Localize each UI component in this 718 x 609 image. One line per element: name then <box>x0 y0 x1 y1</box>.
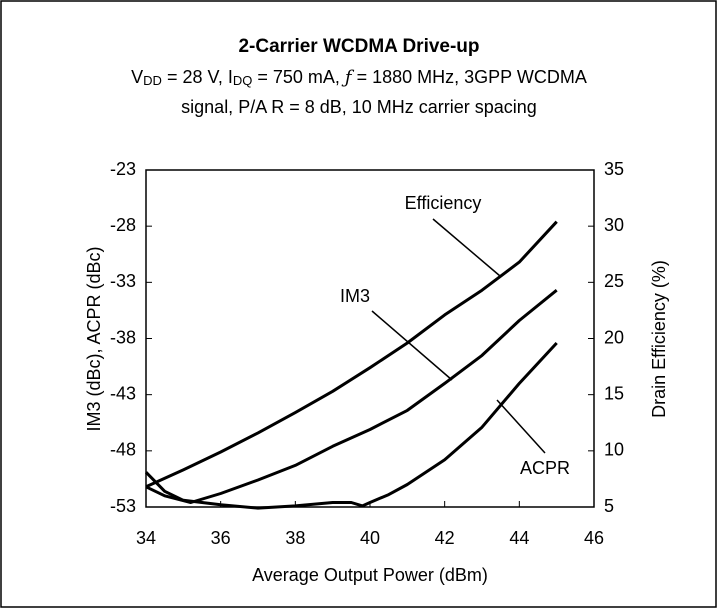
y-tick-label: -38 <box>110 327 136 347</box>
annotation: IM3 <box>340 286 370 306</box>
y-axis-label: IM3 (dBc), ACPR (dBc) <box>84 246 104 431</box>
subtitle-part: = 1880 MHz, 3GPP WCDMA <box>352 67 587 87</box>
y2-tick-label: 25 <box>604 271 624 291</box>
y2-tick-label: 35 <box>604 159 624 179</box>
series-line <box>145 220 558 489</box>
x-tick-label: 46 <box>584 528 604 548</box>
annotation: Efficiency <box>405 193 482 213</box>
series-line <box>144 341 558 510</box>
y2-axis-label: Drain Efficiency (%) <box>649 260 669 418</box>
y-tick-label: -28 <box>110 215 136 235</box>
y-tick-label: -48 <box>110 440 136 460</box>
annotation: ACPR <box>520 458 570 478</box>
leader-line <box>371 310 453 381</box>
x-tick-label: 34 <box>136 528 156 548</box>
x-tick-label: 38 <box>285 528 305 548</box>
y2-tick-label: 15 <box>604 383 624 403</box>
y-tick-label: -53 <box>110 496 136 516</box>
y2-tick-label: 5 <box>604 496 614 516</box>
subtitle-part: ƒ <box>341 67 355 88</box>
x-tick-label: 36 <box>211 528 231 548</box>
chart-subtitle: VDD = 28 V, IDQ = 750 mA, ƒ = 1880 MHz, … <box>131 67 587 88</box>
subtitle-part: V <box>131 67 143 87</box>
series-line <box>145 289 558 504</box>
x-tick-label: 42 <box>435 528 455 548</box>
x-axis-label: Average Output Power (dBm) <box>252 565 488 585</box>
y-tick-label: -33 <box>110 271 136 291</box>
y-tick-label: -43 <box>110 383 136 403</box>
subtitle-part: = 28 V, I <box>162 67 233 87</box>
leader-line <box>496 399 546 454</box>
y-tick-label: -23 <box>110 159 136 179</box>
leader-line <box>432 218 501 277</box>
x-tick-label: 40 <box>360 528 380 548</box>
y2-tick-label: 30 <box>604 215 624 235</box>
x-tick-label: 44 <box>509 528 529 548</box>
subtitle-part: = 750 mA, <box>252 67 345 87</box>
chart-subtitle: signal, P/A R = 8 dB, 10 MHz carrier spa… <box>181 97 537 117</box>
subtitle-part: DQ <box>233 73 253 88</box>
chart-title: 2-Carrier WCDMA Drive-up <box>238 36 479 57</box>
subtitle-part: signal, P/A R = 8 dB, 10 MHz carrier spa… <box>181 97 537 117</box>
y2-tick-label: 20 <box>604 327 624 347</box>
y2-tick-label: 10 <box>604 440 624 460</box>
subtitle-part: DD <box>143 73 162 88</box>
